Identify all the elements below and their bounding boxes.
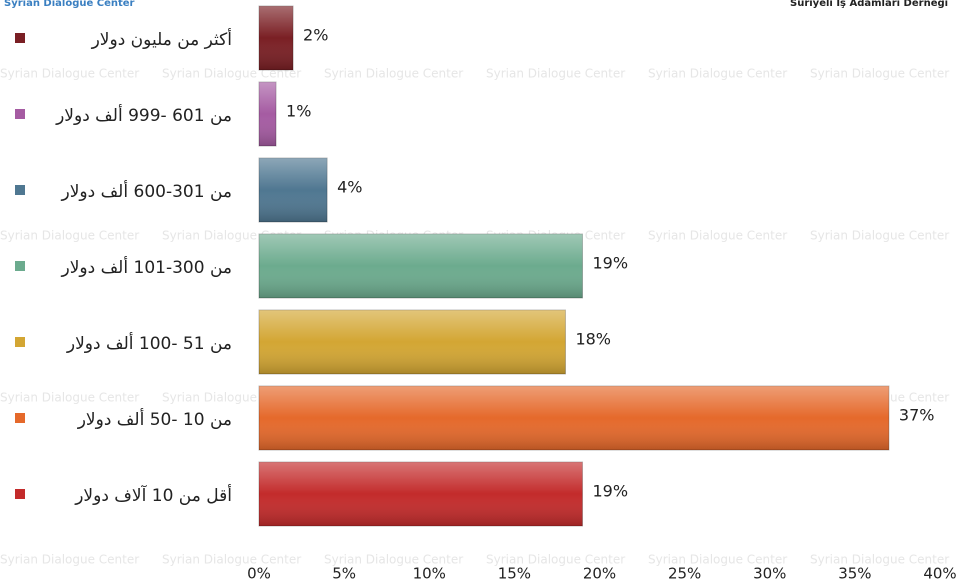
value-label: 4% <box>337 178 362 197</box>
watermark: Syrian Dialogue Center <box>324 67 463 81</box>
header-right: Suriyeli İş Adamları Derneği <box>790 0 948 9</box>
watermark: Syrian Dialogue Center <box>810 553 949 567</box>
category-label: من 301-600 ألف دولار <box>61 180 233 202</box>
watermark: Syrian Dialogue Center <box>162 553 301 567</box>
x-tick-label: 0% <box>247 565 271 583</box>
watermark: Syrian Dialogue Center <box>0 67 139 81</box>
bar-shine <box>259 386 889 450</box>
x-tick-label: 15% <box>498 565 531 583</box>
bar-shine <box>259 6 294 70</box>
watermark: Syrian Dialogue Center <box>486 67 625 81</box>
value-label: 19% <box>592 482 628 501</box>
legend-swatch <box>15 185 25 195</box>
header-left: Syrian Dialogue Center <box>4 0 135 9</box>
category-label: أكثر من مليون دولار <box>91 28 232 50</box>
bar-shine <box>259 82 277 146</box>
x-tick-label: 25% <box>668 565 701 583</box>
x-tick-label: 20% <box>583 565 616 583</box>
watermark: Syrian Dialogue Center <box>324 553 463 567</box>
bar-shine <box>259 310 566 374</box>
legend-swatch <box>15 413 25 423</box>
x-tick-label: 30% <box>753 565 786 583</box>
bar-shine <box>259 234 583 298</box>
watermark: Syrian Dialogue Center <box>648 229 787 243</box>
category-label: من 10 -50 ألف دولار <box>77 408 232 430</box>
legend-swatch <box>15 261 25 271</box>
watermark: Syrian Dialogue Center <box>810 67 949 81</box>
legend-swatch <box>15 337 25 347</box>
x-tick-label: 40% <box>923 565 956 583</box>
watermark: Syrian Dialogue Center <box>648 67 787 81</box>
watermark: Syrian Dialogue Center <box>0 229 139 243</box>
watermark: Syrian Dialogue Center <box>0 391 139 405</box>
x-tick-label: 10% <box>413 565 446 583</box>
x-tick-label: 35% <box>838 565 871 583</box>
value-label: 2% <box>303 26 328 45</box>
bar-shine <box>259 462 583 526</box>
legend-swatch <box>15 489 25 499</box>
category-label: من 601 -999 ألف دولار <box>55 104 232 126</box>
value-label: 37% <box>899 406 935 425</box>
x-tick-label: 5% <box>332 565 356 583</box>
bar-shine <box>259 158 328 222</box>
category-label: من 51 -100 ألف دولار <box>66 332 232 354</box>
value-label: 18% <box>575 330 611 349</box>
legend-swatch <box>15 109 25 119</box>
watermark: Syrian Dialogue Center <box>810 229 949 243</box>
watermark: Syrian Dialogue Center <box>648 553 787 567</box>
watermark: Syrian Dialogue Center <box>486 553 625 567</box>
value-label: 19% <box>592 254 628 273</box>
legend-swatch <box>15 33 25 43</box>
watermark: Syrian Dialogue Center <box>0 553 139 567</box>
category-label: من 300-101 ألف دولار <box>61 256 233 278</box>
value-label: 1% <box>286 102 311 121</box>
category-label: أقل من 10 آلاف دولار <box>74 484 232 506</box>
